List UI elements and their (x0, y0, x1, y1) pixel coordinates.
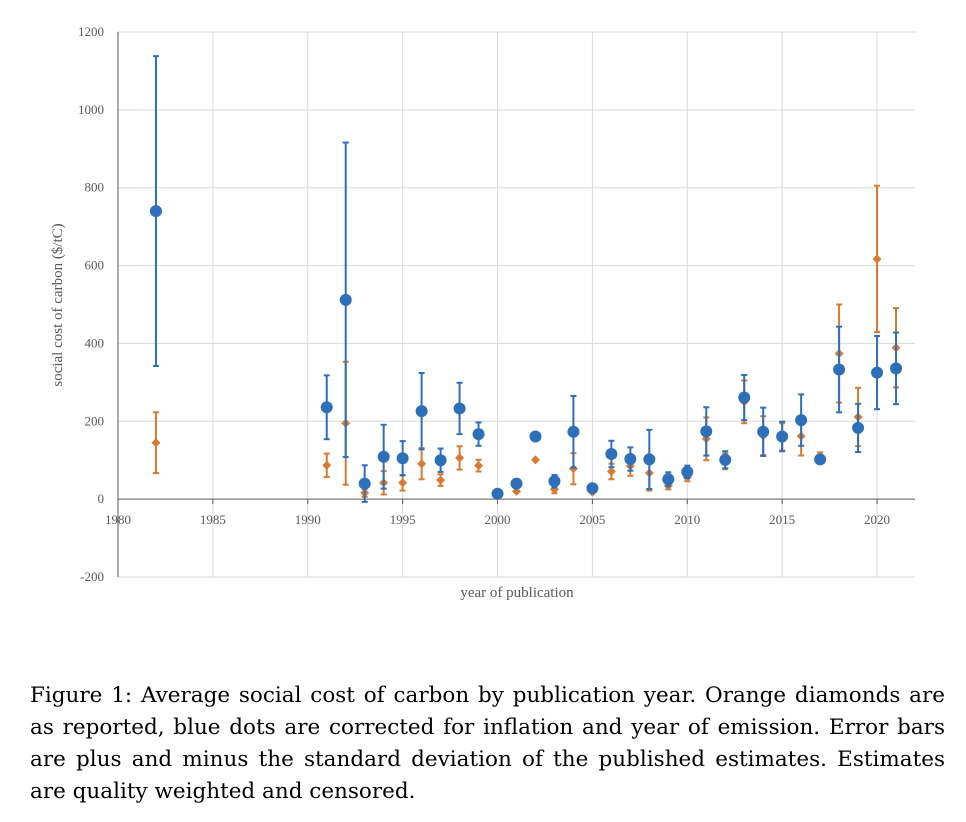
data-point-circle (320, 401, 333, 414)
y-tick-label: 800 (85, 180, 105, 195)
data-point-circle (719, 453, 732, 466)
x-tick-label: 1985 (200, 512, 226, 527)
x-tick-label: 2020 (864, 512, 890, 527)
y-tick-label: 600 (85, 258, 105, 273)
data-series (149, 55, 903, 503)
data-point-diamond (398, 478, 408, 488)
y-tick-label: 200 (85, 413, 105, 428)
data-point-diamond (455, 453, 465, 463)
scatter-chart: -200 0 200 400 600 800 1000 1200 1980 1985 1990 199… (50, 24, 915, 601)
data-point-circle (434, 454, 447, 467)
x-axis-title: year of publication (460, 585, 574, 601)
data-point-diamond (606, 467, 616, 477)
data-point-circle (339, 293, 352, 306)
grid-lines (118, 31, 915, 578)
data-point-circle (567, 425, 580, 438)
data-point-circle (795, 414, 808, 427)
data-point-circle (624, 453, 637, 466)
data-point-circle (738, 391, 751, 404)
y-tick-label: 0 (98, 491, 105, 506)
data-point-circle (377, 450, 390, 463)
y-axis-title: social cost of carbon ($/tC) (50, 223, 66, 386)
data-point-circle (453, 402, 466, 415)
x-tick-label: 2015 (769, 512, 795, 527)
data-point-circle (472, 428, 485, 441)
data-point-diamond (568, 464, 578, 474)
data-point-circle (681, 465, 694, 478)
x-tick-label: 2000 (485, 512, 511, 527)
data-point-circle (415, 405, 428, 418)
data-point-circle (491, 487, 504, 500)
data-point-circle (358, 477, 371, 490)
data-point-circle (548, 475, 561, 488)
figure-caption: Figure 1: Average social cost of carbon … (30, 683, 945, 804)
data-point-diamond (530, 455, 540, 465)
data-point-circle (662, 473, 675, 486)
data-point-circle (510, 477, 523, 490)
data-point-circle (643, 453, 656, 466)
data-point-circle (833, 363, 846, 376)
x-tick-label: 2010 (674, 512, 700, 527)
series-circle (149, 55, 903, 503)
data-point-circle (586, 482, 599, 495)
data-point-circle (814, 453, 827, 466)
tick-labels: -200 0 200 400 600 800 1000 1200 1980 1985 1990 199… (78, 24, 890, 584)
data-point-diamond (872, 254, 882, 264)
y-tick-label: 400 (85, 335, 105, 350)
data-point-circle (529, 430, 542, 443)
x-tick-label: 1995 (390, 512, 416, 527)
data-point-circle (776, 430, 789, 443)
data-point-diamond (436, 475, 446, 485)
data-point-diamond (322, 460, 332, 470)
y-tick-label: 1000 (78, 102, 104, 117)
data-point-circle (396, 452, 409, 465)
axes (117, 32, 915, 577)
data-point-diamond (417, 459, 427, 469)
data-point-circle (149, 205, 162, 218)
data-point-circle (890, 362, 903, 375)
data-point-circle (700, 425, 713, 438)
data-point-diamond (151, 438, 161, 448)
data-point-diamond (474, 461, 484, 471)
x-tick-label: 1980 (105, 512, 131, 527)
x-tick-label: 1990 (295, 512, 321, 527)
data-point-circle (852, 421, 865, 434)
data-point-circle (605, 447, 618, 460)
x-tick-label: 2005 (579, 512, 605, 527)
y-tick-label: -200 (80, 569, 104, 584)
data-point-circle (757, 425, 770, 438)
data-point-circle (871, 366, 884, 379)
y-tick-label: 1200 (78, 24, 104, 39)
